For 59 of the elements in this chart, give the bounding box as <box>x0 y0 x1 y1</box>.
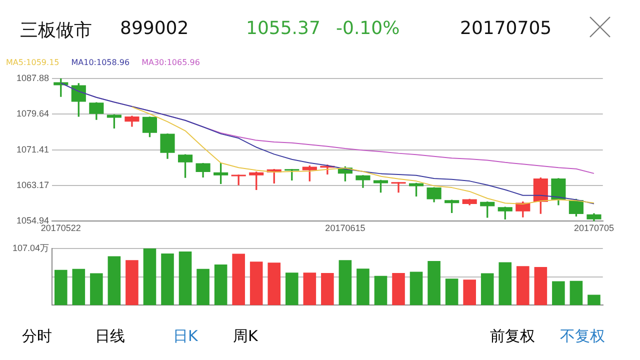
x-tick-label: 20170615 <box>325 223 366 234</box>
bar <box>410 272 423 306</box>
bar <box>196 268 210 306</box>
bar <box>285 272 298 306</box>
text: 899002 <box>120 18 189 39</box>
text: MA10:1058.96 <box>71 58 130 67</box>
chart-title: 三板做市 <box>20 19 92 42</box>
text: 不复权 <box>560 327 605 346</box>
text: 20170705 <box>460 18 552 39</box>
x-tick-label: 20170705 <box>574 223 614 234</box>
bar <box>552 281 565 306</box>
bar <box>250 262 263 306</box>
bar <box>588 294 600 306</box>
candlestick <box>178 154 193 178</box>
text: 周K <box>233 327 258 346</box>
candlestick <box>231 174 246 186</box>
bar <box>54 270 68 306</box>
text: 日线 <box>95 327 125 346</box>
bar <box>570 280 583 306</box>
text: MA30:1065.96 <box>142 58 200 67</box>
bar <box>338 260 352 306</box>
bar <box>268 262 281 306</box>
text: MA5:1059.15 <box>6 58 60 67</box>
bar <box>445 278 458 306</box>
candlestick <box>586 213 602 222</box>
bar <box>232 254 245 306</box>
bar <box>90 273 103 306</box>
bar <box>214 264 228 306</box>
bar <box>392 272 405 306</box>
bar <box>161 253 174 306</box>
candlestick <box>498 206 512 220</box>
y-tick-label: 1054.94 <box>16 216 49 226</box>
text: 1055.37 <box>246 18 320 39</box>
candlestick <box>391 182 406 193</box>
bar <box>356 268 370 306</box>
y-tick-label: 107.04万 <box>12 242 49 253</box>
bar <box>463 280 476 306</box>
bar <box>480 273 494 306</box>
y-tick-label: 1063.17 <box>16 180 49 190</box>
bar <box>498 262 512 306</box>
text: 前复权 <box>490 327 535 346</box>
text: 分时 <box>22 327 52 346</box>
bar <box>303 272 316 306</box>
y-tick-label: 1071.41 <box>16 144 49 154</box>
bar <box>374 276 388 306</box>
text: 日K <box>173 327 198 346</box>
bar <box>428 261 440 306</box>
bar <box>126 260 138 306</box>
bar <box>321 272 334 306</box>
y-tick-label: 1087.88 <box>16 72 49 83</box>
bar <box>534 266 548 306</box>
text: -0.10% <box>336 18 400 39</box>
bar <box>143 248 156 306</box>
bar <box>72 268 86 306</box>
y-tick-label: 1079.64 <box>16 108 49 119</box>
bar <box>108 256 121 306</box>
bar <box>178 252 192 306</box>
bar <box>516 266 530 306</box>
x-tick-label: 20170522 <box>40 223 81 234</box>
